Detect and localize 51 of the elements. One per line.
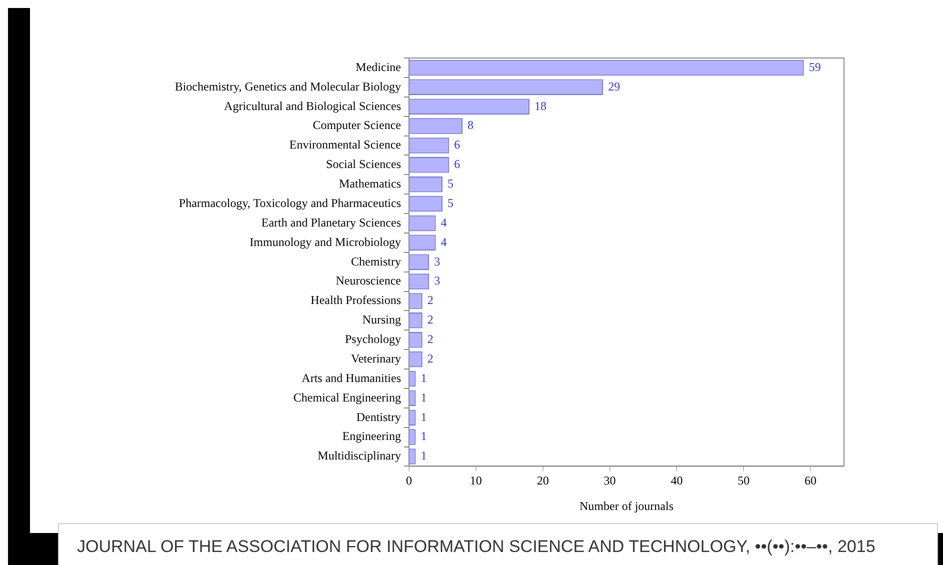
data-label: 8 — [468, 118, 474, 132]
data-label: 2 — [427, 351, 434, 366]
data-label: 2 — [427, 312, 434, 327]
data-label: 4 — [440, 215, 447, 230]
y-tick-label: Environmental Science — [289, 138, 401, 152]
data-label: 5 — [447, 176, 454, 191]
data-label: 5 — [447, 196, 454, 210]
data-label: 1 — [420, 390, 427, 404]
y-tick-label: Veterinary — [351, 351, 401, 366]
y-tick-label: Earth and Planetary Sciences — [261, 215, 402, 230]
data-label: 1 — [420, 410, 427, 424]
y-tick-label: Neuroscience — [336, 274, 401, 288]
x-tick-label: 0 — [406, 474, 412, 488]
data-label: 6 — [454, 138, 460, 152]
data-label: 3 — [434, 274, 440, 288]
data-label: 6 — [454, 157, 460, 172]
y-tick-label: Medicine — [356, 60, 401, 74]
data-label: 4 — [440, 234, 447, 249]
y-tick-label: Computer Science — [312, 118, 401, 132]
y-tick-label: Agricultural and Biological Sciences — [224, 98, 402, 113]
x-tick-label: 30 — [604, 474, 616, 488]
x-tick-label: 10 — [470, 474, 482, 488]
x-tick-label: 60 — [804, 474, 817, 488]
y-tick-label: Engineering — [342, 429, 401, 444]
y-tick-label: Mathematics — [339, 176, 402, 191]
x-tick-label: 40 — [670, 474, 683, 488]
y-tick-label: Arts and Humanities — [302, 370, 402, 385]
y-tick-label: Nursing — [362, 312, 401, 327]
data-label: 2 — [427, 332, 434, 346]
x-axis-title: Number of journals — [580, 498, 674, 513]
y-tick-label: Social Sciences — [326, 157, 402, 172]
data-label: 2 — [427, 293, 434, 308]
data-label: 1 — [420, 448, 427, 463]
y-tick-label: Psychology — [344, 332, 401, 346]
data-label: 3 — [434, 254, 440, 268]
y-tick-label: Health Professions — [310, 293, 402, 308]
y-tick-label: Chemical Engineering — [293, 390, 401, 404]
y-tick-label: Dentistry — [356, 410, 401, 424]
y-tick-label: Multidisciplinary — [318, 448, 401, 463]
data-label: 29 — [608, 79, 620, 94]
data-label: 1 — [420, 429, 427, 444]
data-label: 18 — [534, 98, 546, 113]
x-tick-label: 50 — [738, 474, 750, 488]
y-tick-label: Pharmacology, Toxicology and Pharmaceutics — [178, 196, 402, 210]
data-label: 59 — [808, 60, 821, 74]
data-label: 1 — [420, 370, 427, 385]
x-tick-label: 20 — [536, 474, 549, 488]
y-tick-label: Immunology and Microbiology — [250, 234, 401, 249]
text: JOURNAL OF THE ASSOCIATION FOR INFORMATION SCIENCE AND TECHNOLOGY, ••(••):••–••, 2015 — [58, 523, 938, 565]
y-tick-label: Biochemistry, Genetics and Molecular Biology — [174, 79, 401, 94]
y-tick-label: Chemistry — [351, 254, 401, 268]
